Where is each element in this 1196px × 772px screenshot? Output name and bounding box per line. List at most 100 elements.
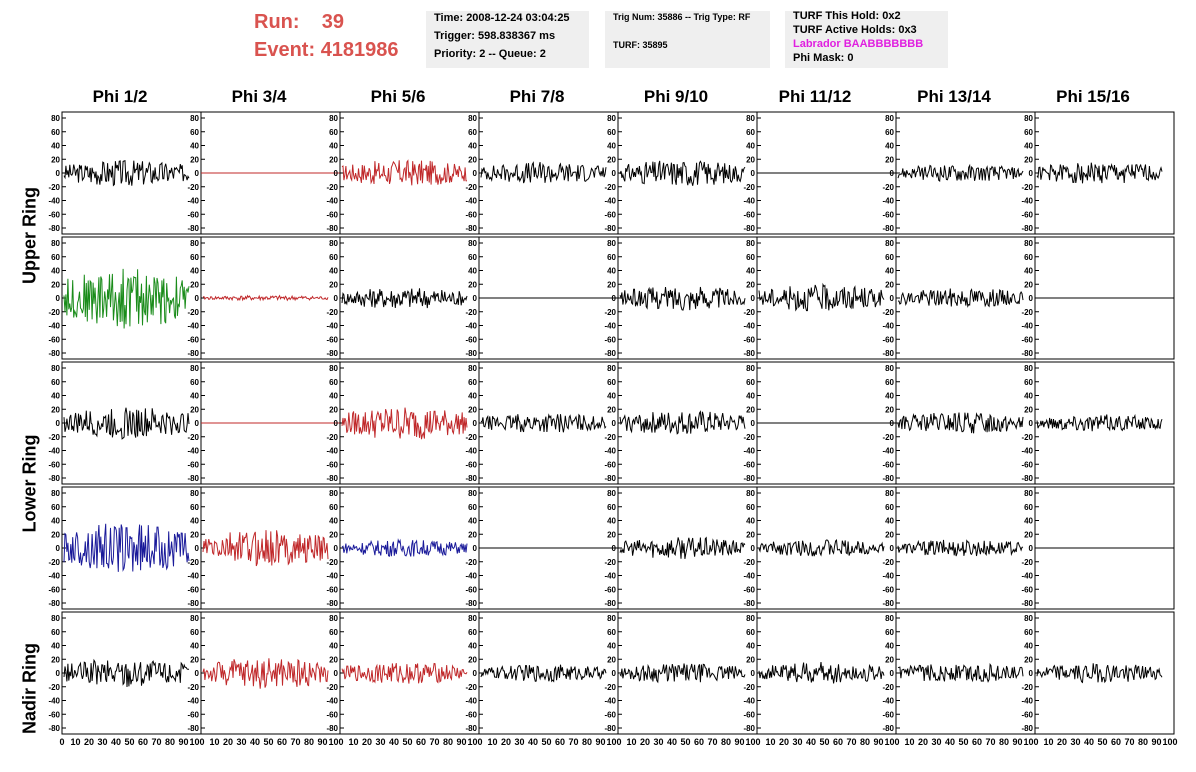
- y-tick-label: -60: [465, 460, 477, 469]
- y-tick-label: 20: [51, 530, 60, 539]
- y-tick-label: -80: [465, 474, 477, 483]
- x-tick-label: 20: [1057, 737, 1067, 747]
- y-tick-label: 40: [607, 142, 616, 151]
- y-tick-label: -20: [326, 183, 338, 192]
- x-tick-label: 50: [680, 737, 690, 747]
- waveform-panel-r5-c8: 80 60 40 20 0 -20 -40 -60 -80: [1021, 611, 1175, 735]
- y-tick-label: 80: [885, 489, 894, 498]
- y-tick-label: 40: [51, 267, 60, 276]
- y-tick-label: -60: [1021, 710, 1033, 719]
- y-tick-label: 0: [751, 294, 756, 303]
- y-tick-label: 20: [746, 530, 755, 539]
- waveform-panel-r3-c8: 80 60 40 20 0 -20 -40 -60 -80: [1021, 361, 1175, 485]
- x-tick-label: 100: [189, 737, 204, 747]
- y-tick-label: -40: [465, 697, 477, 706]
- x-tick-label: 20: [223, 737, 233, 747]
- y-tick-label: 60: [746, 503, 755, 512]
- y-tick-label: -80: [604, 474, 616, 483]
- y-tick-label: -40: [604, 197, 616, 206]
- y-tick-label: -80: [604, 599, 616, 608]
- y-tick-label: 20: [746, 280, 755, 289]
- y-tick-label: 20: [1024, 405, 1033, 414]
- x-tick-label: 80: [860, 737, 870, 747]
- waveform-panel-r3-c7: 80 60 40 20 0 -20 -40 -60 -80: [882, 361, 1036, 485]
- y-tick-label: 0: [890, 169, 895, 178]
- y-tick-label: -80: [187, 474, 199, 483]
- y-tick-label: -20: [187, 558, 199, 567]
- y-tick-label: 0: [195, 544, 200, 553]
- y-tick-label: 80: [51, 489, 60, 498]
- y-tick-label: 0: [1029, 169, 1034, 178]
- x-tick-label: 60: [555, 737, 565, 747]
- y-tick-label: -20: [882, 183, 894, 192]
- y-tick-label: -80: [882, 474, 894, 483]
- y-tick-label: 0: [890, 669, 895, 678]
- waveform-panel-r2-c1: 80 60 40 20 0 -20 -40 -60 -80: [48, 236, 202, 360]
- y-tick-label: 20: [329, 655, 338, 664]
- y-tick-label: -20: [465, 183, 477, 192]
- y-tick-label: 20: [607, 155, 616, 164]
- y-tick-label: -80: [1021, 224, 1033, 233]
- waveform-panel-r2-c5: 80 60 40 20 0 -20 -40 -60 -80: [604, 236, 758, 360]
- x-tick-label: 70: [707, 737, 717, 747]
- x-tick-label: 10: [70, 737, 80, 747]
- y-tick-label: -60: [187, 210, 199, 219]
- turf-text: TURF: 35895: [613, 40, 668, 50]
- waveform-trace: [1036, 663, 1163, 684]
- y-tick-label: -80: [326, 599, 338, 608]
- y-tick-label: -60: [187, 460, 199, 469]
- x-tick-label: 80: [304, 737, 314, 747]
- y-tick-label: 0: [334, 169, 339, 178]
- y-tick-label: 60: [329, 378, 338, 387]
- y-tick-label: -60: [604, 210, 616, 219]
- y-tick-label: 40: [190, 142, 199, 151]
- y-tick-label: -40: [1021, 447, 1033, 456]
- y-tick-label: -80: [1021, 724, 1033, 733]
- x-tick-label: 30: [97, 737, 107, 747]
- y-tick-label: 40: [329, 517, 338, 526]
- y-tick-label: 40: [746, 517, 755, 526]
- y-tick-label: 20: [190, 655, 199, 664]
- y-tick-label: 40: [1024, 267, 1033, 276]
- y-tick-label: -20: [1021, 183, 1033, 192]
- y-tick-label: 0: [751, 669, 756, 678]
- y-tick-label: 60: [51, 128, 60, 137]
- waveform-trace: [341, 662, 468, 684]
- y-tick-label: -20: [465, 308, 477, 317]
- y-tick-label: 40: [329, 142, 338, 151]
- y-tick-label: 80: [1024, 489, 1033, 498]
- y-tick-label: -80: [604, 724, 616, 733]
- y-tick-label: 20: [746, 155, 755, 164]
- y-tick-label: 0: [334, 669, 339, 678]
- y-tick-label: -20: [882, 558, 894, 567]
- y-tick-label: 80: [51, 114, 60, 123]
- y-tick-label: -80: [465, 599, 477, 608]
- y-tick-label: -40: [604, 572, 616, 581]
- y-tick-label: 60: [190, 378, 199, 387]
- y-tick-label: 40: [607, 642, 616, 651]
- y-tick-label: -40: [187, 197, 199, 206]
- x-tick-label: 50: [958, 737, 968, 747]
- y-tick-label: -40: [1021, 197, 1033, 206]
- x-tick-label: 60: [972, 737, 982, 747]
- y-tick-label: 0: [473, 419, 478, 428]
- y-tick-label: 80: [746, 489, 755, 498]
- waveform-panel-r5-c1: 80 60 40 20 0 -20 -40 -60 -80: [48, 611, 202, 735]
- x-tick-label: 40: [250, 737, 260, 747]
- waveform-trace: [758, 662, 885, 684]
- y-tick-label: -40: [743, 197, 755, 206]
- y-tick-label: 40: [329, 267, 338, 276]
- x-tick-label: 100: [606, 737, 621, 747]
- y-tick-label: -60: [465, 585, 477, 594]
- y-tick-label: -80: [187, 599, 199, 608]
- waveform-panel-r4-c4: 80 60 40 20 0 -20 -40 -60 -80: [465, 486, 619, 610]
- y-tick-label: 20: [607, 530, 616, 539]
- y-tick-label: -60: [1021, 335, 1033, 344]
- y-tick-label: 60: [885, 378, 894, 387]
- y-tick-label: -40: [1021, 697, 1033, 706]
- y-tick-label: -80: [187, 724, 199, 733]
- y-tick-label: -20: [743, 308, 755, 317]
- y-tick-label: 20: [329, 280, 338, 289]
- y-tick-label: 60: [1024, 253, 1033, 262]
- waveform-trace: [63, 523, 190, 572]
